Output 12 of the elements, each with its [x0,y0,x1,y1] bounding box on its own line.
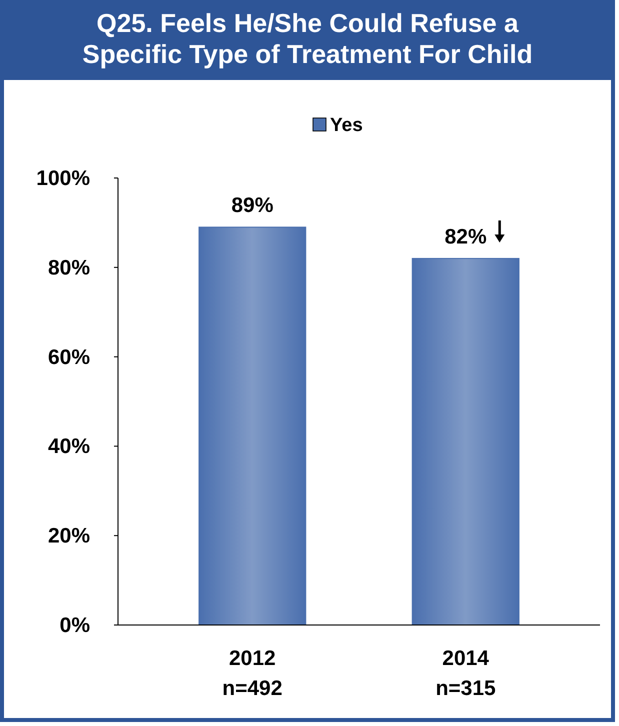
text: 82% [444,225,487,248]
y-tick-label: 20% [48,524,90,548]
legend-label: Yes [330,115,363,136]
y-tick-label: 80% [48,256,90,280]
y-tick-label: 0% [60,614,90,637]
x-tick-label: 2014 n=315 [436,647,496,700]
text: 89% [231,194,274,218]
chart-title: Q25. Feels He/She Could Refuse a Specific Type of Treatment For Child [82,8,533,69]
y-tick-label: 100% [36,167,90,190]
y-tick-label: 60% [48,346,90,369]
x-tick-label: 2012 n=492 [222,647,282,700]
y-tick-label: 40% [48,435,90,458]
